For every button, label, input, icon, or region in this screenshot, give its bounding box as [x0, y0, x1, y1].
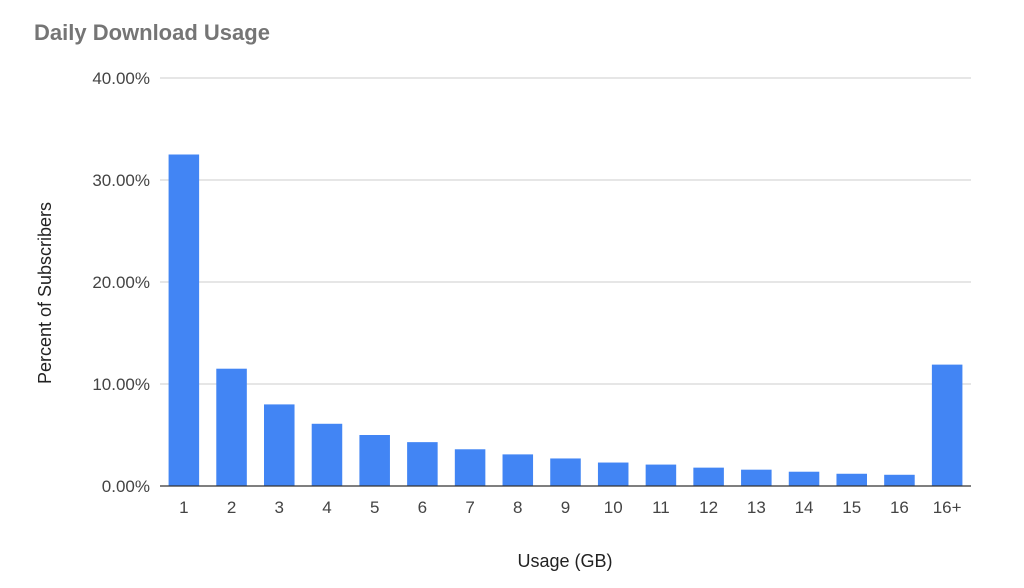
bar [836, 473, 868, 486]
x-tick-label: 9 [561, 498, 570, 517]
x-tick-label: 5 [370, 498, 379, 517]
chart-title: Daily Download Usage [34, 20, 270, 45]
y-axis-title: Percent of Subscribers [35, 202, 55, 384]
bar [645, 464, 677, 486]
x-tick-label: 16+ [933, 498, 962, 517]
y-tick-label: 30.00% [92, 171, 150, 190]
bars [168, 154, 963, 486]
bar [502, 454, 534, 486]
bar [693, 467, 724, 486]
y-tick-label: 20.00% [92, 273, 150, 292]
x-axis-title: Usage (GB) [517, 551, 612, 571]
bar [788, 471, 820, 486]
bar [263, 404, 295, 486]
x-tick-label: 11 [652, 498, 670, 517]
bar [216, 368, 247, 486]
bar [311, 423, 343, 486]
x-axis-ticks: 1 2 3 4 5 6 7 8 9 10 11 12 13 14 15 16 16+ [179, 498, 962, 517]
x-tick-label: 2 [227, 498, 236, 517]
x-tick-label: 10 [604, 498, 623, 517]
y-tick-label: 40.00% [92, 69, 150, 88]
x-tick-label: 8 [513, 498, 522, 517]
x-tick-label: 13 [747, 498, 766, 517]
x-tick-label: 3 [275, 498, 284, 517]
x-tick-label: 7 [465, 498, 474, 517]
y-tick-label: 10.00% [92, 375, 150, 394]
x-tick-label: 14 [795, 498, 814, 517]
y-axis-ticks: 0.00% 10.00% 20.00% 30.00% 40.00% [92, 69, 150, 496]
bar [931, 364, 963, 486]
bar [454, 449, 486, 486]
x-tick-label: 4 [322, 498, 331, 517]
x-tick-label: 16 [890, 498, 909, 517]
bar [359, 435, 390, 486]
x-tick-label: 6 [418, 498, 427, 517]
x-tick-label: 15 [842, 498, 861, 517]
bar [741, 469, 772, 486]
bar [168, 154, 200, 486]
x-tick-label: 1 [179, 498, 188, 517]
x-tick-label: 12 [699, 498, 718, 517]
bar [884, 474, 915, 486]
bar [550, 458, 581, 486]
gridlines [160, 77, 971, 385]
bar [597, 462, 629, 486]
y-tick-label: 0.00% [102, 477, 150, 496]
bar [407, 442, 438, 486]
